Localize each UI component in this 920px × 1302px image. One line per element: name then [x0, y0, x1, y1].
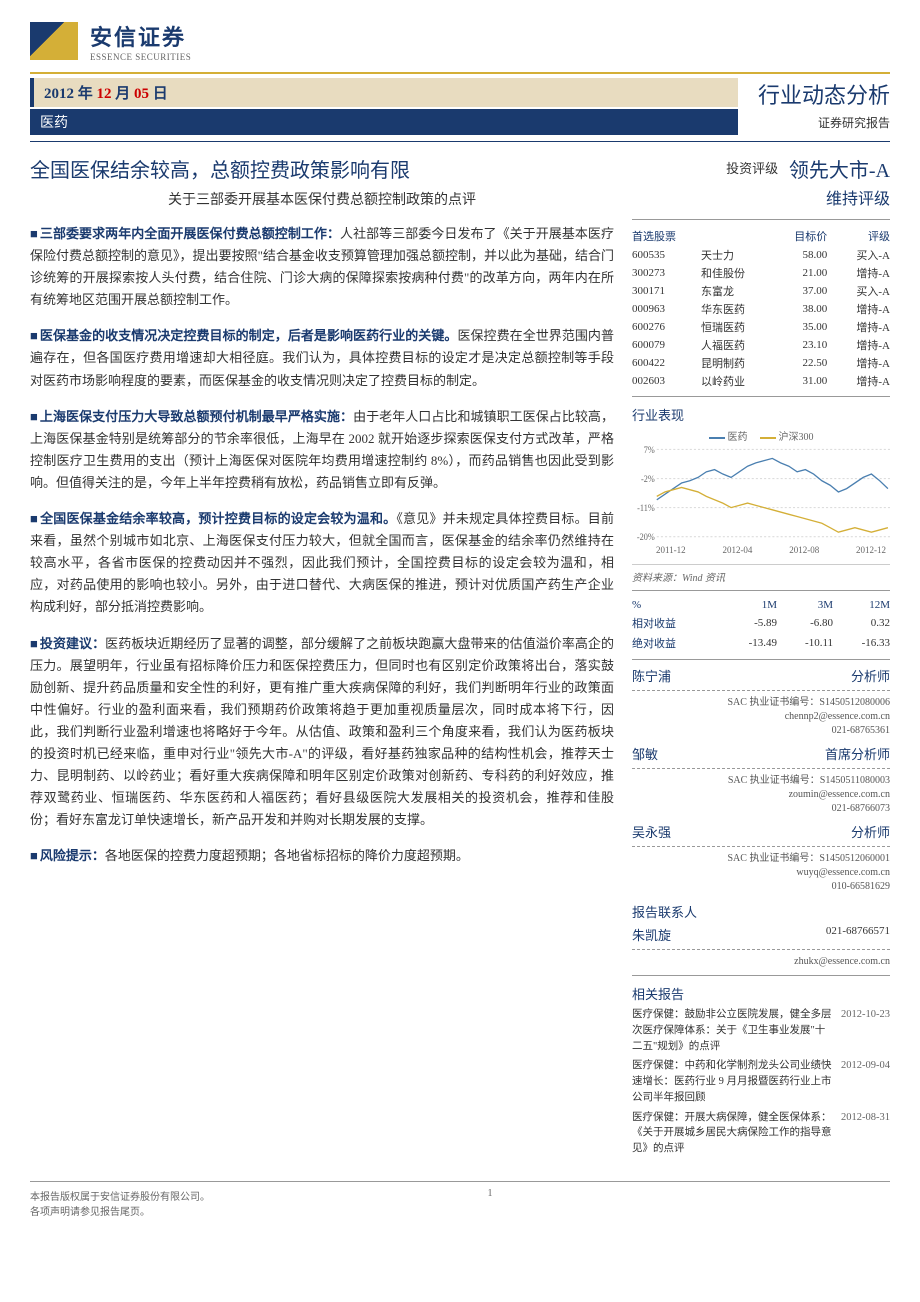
stock-row: 000963华东医药38.00增持-A	[632, 300, 890, 318]
stock-row: 600079人福医药23.10增持-A	[632, 336, 890, 354]
related-report: 医疗保健：中药和化学制剂龙头公司业绩快速增长：医药行业 9 月月报暨医药行业上市…	[632, 1058, 890, 1105]
paragraph: ■三部委要求两年内全面开展医保付费总额控制工作：人社部等三部委今日发布了《关于开…	[30, 223, 614, 311]
main-content: 全国医保结余较高，总额控费政策影响有限 关于三部委开展基本医保付费总额控制政策的…	[30, 154, 614, 1161]
contact-email: zhukx@essence.com.cn	[632, 955, 890, 969]
contact-header: 报告联系人	[632, 902, 890, 921]
svg-text:7%: 7%	[644, 445, 655, 455]
stock-row: 300171东富龙37.00买入-A	[632, 282, 890, 300]
sector-bar: 医药	[30, 109, 738, 135]
stock-row: 600535天士力58.00买入-A	[632, 246, 890, 264]
svg-text:-20%: -20%	[637, 532, 655, 540]
paragraph: ■风险提示：各地医保的控费力度超预期；各地省标招标的降价力度超预期。	[30, 845, 614, 867]
report-type: 行业动态分析	[758, 78, 890, 110]
paragraph: ■全国医保基金结余率较高，预计控费目标的设定会较为温和。《意见》并未规定具体控费…	[30, 508, 614, 618]
rating-value: 领先大市-A	[789, 154, 890, 183]
rating-block: 投资评级 领先大市-A 维持评级	[632, 154, 890, 209]
report-subtype: 证券研究报告	[758, 114, 890, 131]
header: 2012 年 12 月 05 日 医药 行业动态分析 证券研究报告	[30, 78, 890, 135]
analyst-block: 陈宁浦分析师SAC 执业证书编号：S1450512080006chennp2@e…	[632, 666, 890, 738]
paragraph: ■投资建议：医药板块近期经历了显著的调整，部分缓解了之前板块跑赢大盘带来的估值溢…	[30, 633, 614, 832]
performance-table: %1M3M12M 相对收益-5.89-6.800.32绝对收益-13.49-10…	[632, 597, 890, 653]
footer-copyright: 本报告版权属于安信证券股份有限公司。	[30, 1188, 210, 1203]
svg-text:-11%: -11%	[637, 503, 655, 513]
performance-chart: 7%-2%-11%-20% 2011-122012-042012-082012-…	[632, 445, 890, 565]
logo-block: 安信证券 ESSENCE SECURITIES	[30, 20, 890, 62]
analyst-block: 吴永强分析师SAC 执业证书编号：S1450512060001wuyq@esse…	[632, 822, 890, 894]
contact-name: 朱凯旋	[632, 925, 671, 944]
stock-row: 300273和佳股份21.00增持-A	[632, 264, 890, 282]
paragraph: ■医保基金的收支情况决定控费目标的制定，后者是影响医药行业的关键。医保控费在全世…	[30, 325, 614, 391]
date-bar: 2012 年 12 月 05 日	[30, 78, 738, 107]
sidebar: 投资评级 领先大市-A 维持评级 首选股票目标价评级 600535天士力58.0…	[632, 154, 890, 1161]
contact-tel: 021-68766571	[826, 925, 890, 944]
chart-title: 行业表现	[632, 405, 890, 424]
rating-label: 投资评级	[726, 158, 778, 177]
analyst-block: 邹敏首席分析师SAC 执业证书编号：S1450511080003zoumin@e…	[632, 744, 890, 816]
related-report: 医疗保健：鼓励非公立医院发展，健全多层次医疗保障体系：关于《卫生事业发展"十二五…	[632, 1007, 890, 1054]
stock-row: 002603以岭药业31.00增持-A	[632, 372, 890, 390]
divider-gold	[30, 72, 890, 74]
related-report: 医疗保健：开展大病保障，健全医保体系：《关于开展城乡居民大病保险工作的指导意见》…	[632, 1110, 890, 1157]
perf-row: 相对收益-5.89-6.800.32	[632, 613, 890, 633]
perf-row: 绝对收益-13.49-10.11-16.33	[632, 633, 890, 653]
page-number: 1	[210, 1188, 770, 1218]
stock-row: 600276恒瑞医药35.00增持-A	[632, 318, 890, 336]
stock-table: 首选股票目标价评级 600535天士力58.00买入-A300273和佳股份21…	[632, 226, 890, 390]
chart-legend: 医药沪深300	[632, 428, 890, 443]
footer: 本报告版权属于安信证券股份有限公司。 各项声明请参见报告尾页。 1	[30, 1181, 890, 1218]
stock-row: 600422昆明制药22.50增持-A	[632, 354, 890, 372]
svg-text:-2%: -2%	[641, 474, 655, 484]
footer-disclaimer: 各项声明请参见报告尾页。	[30, 1203, 210, 1218]
report-title: 全国医保结余较高，总额控费政策影响有限	[30, 154, 614, 183]
logo-cn: 安信证券	[90, 20, 191, 52]
logo-icon	[30, 22, 78, 60]
paragraph: ■上海医保支付压力大导致总额预付机制最早严格实施：由于老年人口占比和城镇职工医保…	[30, 406, 614, 494]
report-subtitle: 关于三部委开展基本医保付费总额控制政策的点评	[30, 189, 614, 209]
chart-source: 资料来源：Wind 资讯	[632, 569, 890, 584]
divider-thin	[30, 141, 890, 142]
related-header: 相关报告	[632, 984, 890, 1003]
logo-en: ESSENCE SECURITIES	[90, 52, 191, 62]
rating-maintain: 维持评级	[632, 185, 890, 209]
